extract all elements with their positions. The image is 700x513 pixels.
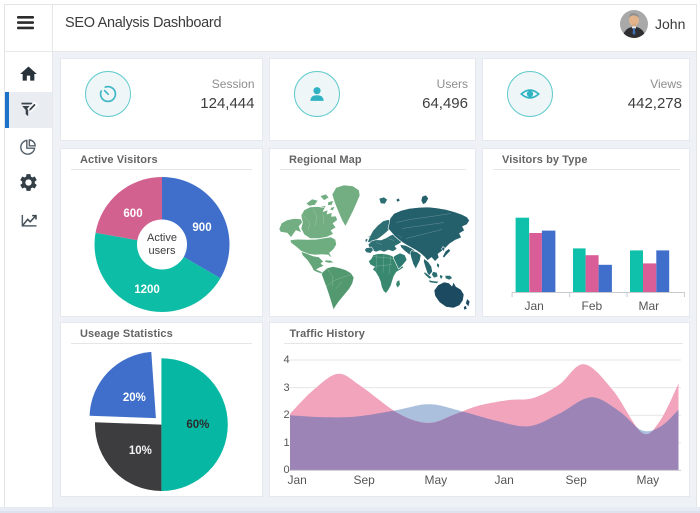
svg-text:900: 900	[192, 222, 211, 234]
svg-text:20%: 20%	[122, 392, 145, 404]
svg-text:600: 600	[123, 208, 142, 220]
svg-text:1200: 1200	[134, 284, 160, 296]
svg-text:10%: 10%	[128, 445, 151, 457]
svg-text:users: users	[149, 245, 176, 257]
svg-text:60%: 60%	[186, 419, 209, 431]
svg-text:Active: Active	[147, 232, 177, 244]
